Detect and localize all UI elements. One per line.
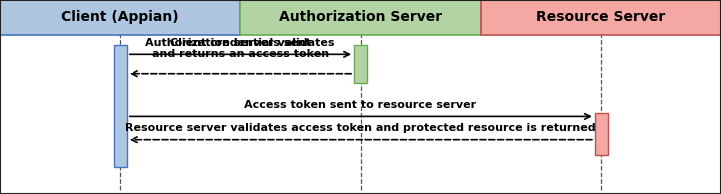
Bar [595, 113, 608, 155]
Bar [354, 45, 367, 83]
Text: Authorization Server: Authorization Server [279, 10, 442, 24]
Text: Access token sent to resource server: Access token sent to resource server [244, 100, 477, 110]
Text: Resource Server: Resource Server [536, 10, 665, 24]
Bar [114, 45, 127, 167]
Text: Authorization server validates
and returns an access token: Authorization server validates and retur… [146, 38, 335, 59]
Text: Client credentials sent: Client credentials sent [169, 37, 311, 48]
Text: Client (Appian): Client (Appian) [61, 10, 179, 24]
Bar [481, 0, 721, 35]
Text: Resource server validates access token and protected resource is returned: Resource server validates access token a… [125, 123, 596, 133]
Bar [0, 0, 240, 35]
Bar [240, 0, 481, 35]
